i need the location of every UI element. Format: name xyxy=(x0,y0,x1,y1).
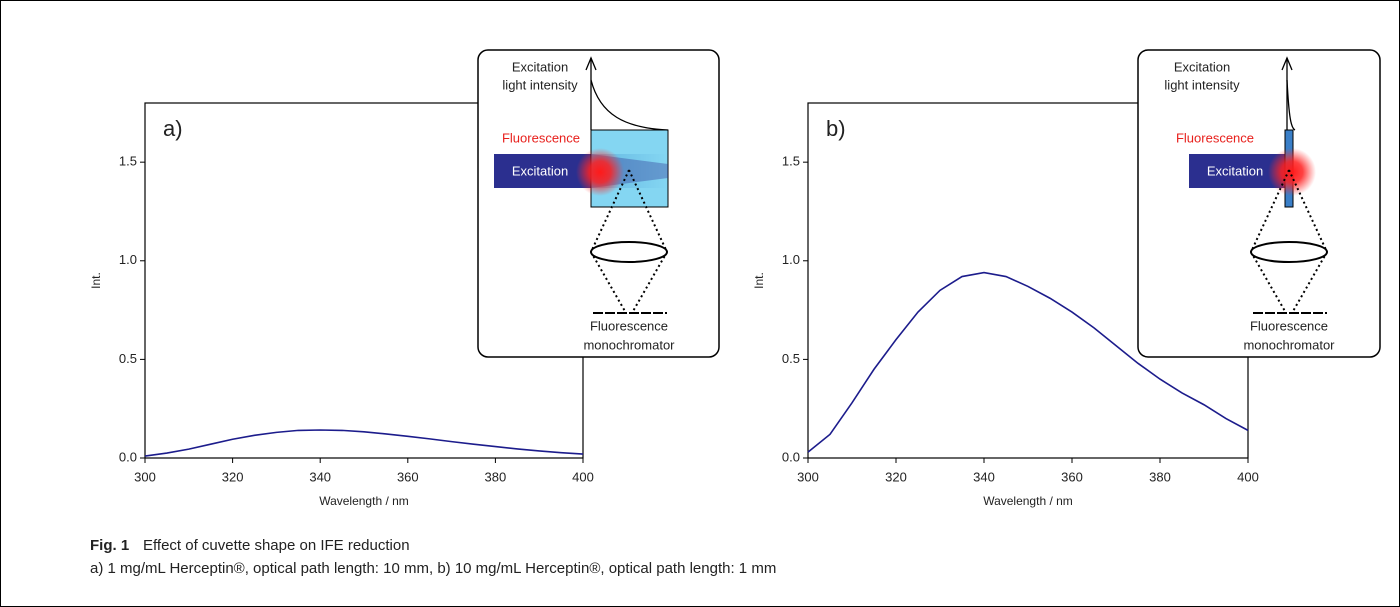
inset-box xyxy=(1137,49,1381,358)
y-tick-label: 1.5 xyxy=(119,154,137,169)
y-axis-label: Int. xyxy=(89,272,103,289)
intensity-curve xyxy=(1286,79,1296,131)
light-cone xyxy=(628,169,668,253)
y-tick-label: 1.5 xyxy=(782,154,800,169)
lens xyxy=(1250,241,1328,263)
x-axis-label: Wavelength / nm xyxy=(983,494,1073,508)
x-tick-label: 320 xyxy=(222,469,244,484)
y-tick-label: 1.0 xyxy=(119,252,137,267)
light-cone xyxy=(631,251,668,314)
light-cone xyxy=(1288,169,1328,253)
light-cone xyxy=(1291,251,1328,314)
x-tick-label: 380 xyxy=(485,469,507,484)
x-tick-label: 360 xyxy=(397,469,419,484)
y-tick-label: 0.5 xyxy=(119,351,137,366)
excitation-label: Excitation xyxy=(512,163,568,178)
inset-label: Fluorescence xyxy=(1250,318,1328,333)
inset-label: monochromator xyxy=(583,337,675,352)
light-cone xyxy=(590,251,627,314)
arrow-head xyxy=(1281,56,1293,71)
y-axis-label: Int. xyxy=(752,272,766,289)
arrow-head xyxy=(585,56,597,71)
x-tick-label: 400 xyxy=(572,469,594,484)
y-tick-label: 0.5 xyxy=(782,351,800,366)
x-tick-label: 380 xyxy=(1149,469,1171,484)
intensity-curve xyxy=(590,79,669,131)
x-axis-label: Wavelength / nm xyxy=(319,494,409,508)
data-line xyxy=(807,271,1249,453)
panel-label: b) xyxy=(826,116,846,141)
y-tick-label: 0.0 xyxy=(119,449,137,464)
x-tick-label: 340 xyxy=(973,469,995,484)
light-cone xyxy=(590,169,630,253)
x-tick-label: 300 xyxy=(134,469,156,484)
x-tick-label: 340 xyxy=(309,469,331,484)
y-tick-label: 0.0 xyxy=(782,449,800,464)
data-line xyxy=(144,429,584,457)
inset-label: monochromator xyxy=(1243,337,1335,352)
caption-title: Effect of cuvette shape on IFE reduction xyxy=(143,537,410,554)
x-tick-label: 320 xyxy=(885,469,907,484)
panel-label: a) xyxy=(163,116,183,141)
inset-label: light intensity xyxy=(1164,77,1240,92)
inset-label: Excitation xyxy=(512,59,568,74)
x-tick-label: 400 xyxy=(1237,469,1259,484)
light-cone xyxy=(1250,251,1287,314)
fluorescence-label: Fluorescence xyxy=(502,130,580,145)
inset-label: Excitation xyxy=(1174,59,1230,74)
light-cone xyxy=(1250,169,1290,253)
excitation-label: Excitation xyxy=(1207,163,1263,178)
caption-detail: a) 1 mg/mL Herceptin®, optical path leng… xyxy=(90,560,776,577)
inset-label: Fluorescence xyxy=(590,318,668,333)
caption-label: Fig. 1 xyxy=(90,537,129,554)
inset-label: light intensity xyxy=(502,77,578,92)
fluorescence-glow xyxy=(1268,148,1316,196)
lens xyxy=(590,241,668,263)
x-tick-label: 300 xyxy=(797,469,819,484)
y-tick-label: 1.0 xyxy=(782,252,800,267)
fluorescence-label: Fluorescence xyxy=(1176,130,1254,145)
x-tick-label: 360 xyxy=(1061,469,1083,484)
fluorescence-glow xyxy=(576,148,624,196)
